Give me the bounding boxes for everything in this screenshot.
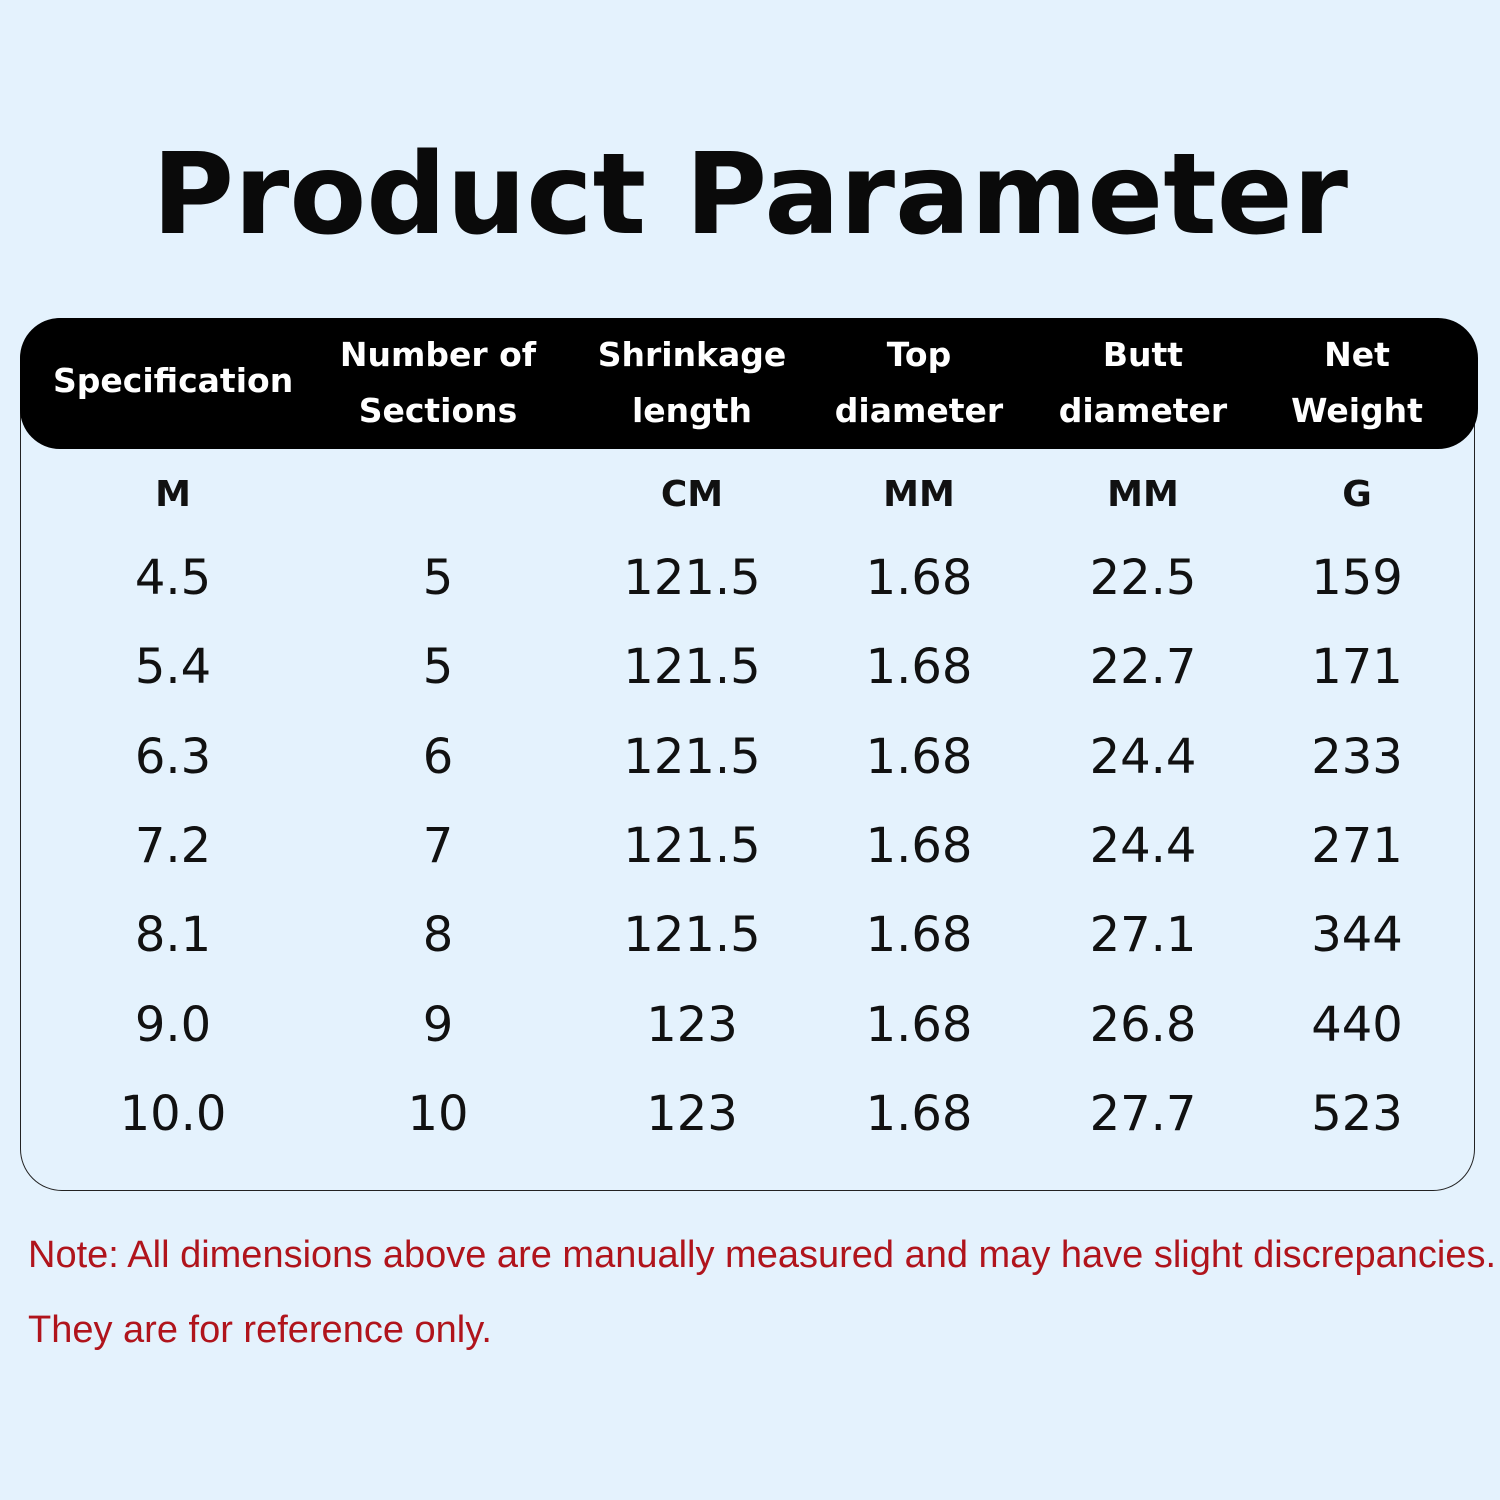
- column-header: diameter: [1058, 391, 1228, 430]
- table-cell: 26.8: [1089, 996, 1197, 1053]
- table-cell: 24.4: [1089, 817, 1197, 874]
- table-cell: 1.68: [865, 1085, 973, 1142]
- table-cell: 5: [422, 550, 454, 606]
- table-cell: 1.68: [865, 639, 973, 696]
- table-cell: 523: [1311, 1085, 1403, 1142]
- table-cell: 6.3: [134, 728, 212, 785]
- table-cell: 159: [1311, 550, 1403, 606]
- note: Note: All dimensions above are manually …: [28, 1234, 1497, 1351]
- table-cell: 123: [646, 1085, 738, 1142]
- table-cell: 22.5: [1089, 550, 1197, 606]
- table-cell: 121.5: [623, 550, 761, 606]
- table-cell: 27.7: [1089, 1085, 1197, 1142]
- table-cell: 121.5: [623, 639, 761, 696]
- table-cell: 10.0: [119, 1085, 227, 1142]
- table-cell: 22.7: [1089, 639, 1197, 696]
- table-cell: 1.68: [865, 550, 973, 606]
- table-cell: 440: [1311, 996, 1403, 1053]
- unit-label: G: [1342, 474, 1372, 515]
- table-cell: 6: [422, 728, 454, 785]
- table-cell: 8: [422, 907, 454, 964]
- unit-label: MM: [1107, 474, 1179, 515]
- title: Product Parameter: [152, 130, 1348, 260]
- table-cell: 1.68: [865, 817, 973, 874]
- unit-label: CM: [660, 474, 724, 515]
- column-header: diameter: [834, 391, 1004, 430]
- table-cell: 121.5: [623, 728, 761, 785]
- table-cell: 8.1: [134, 907, 212, 964]
- column-header: Net: [1324, 335, 1390, 374]
- table-cell: 233: [1311, 728, 1403, 785]
- table-cell: 7.2: [134, 817, 212, 874]
- column-header: Specification: [53, 361, 294, 400]
- column-header: length: [631, 391, 753, 430]
- table-cell: 121.5: [623, 907, 761, 964]
- column-header: Weight: [1291, 391, 1423, 430]
- table-cell: 1.68: [865, 728, 973, 785]
- table-cell: 24.4: [1089, 728, 1197, 785]
- table-cell: 1.68: [865, 996, 973, 1053]
- table-cell: 10: [407, 1085, 469, 1142]
- table-cell: 5.4: [134, 639, 212, 696]
- column-header: Sections: [358, 391, 518, 430]
- table-cell: 121.5: [623, 817, 761, 874]
- table-cell: 271: [1311, 817, 1403, 874]
- table-cell: 9: [422, 996, 454, 1053]
- table-cell: 7: [422, 817, 454, 874]
- unit-label: M: [155, 474, 191, 515]
- column-header: Butt: [1102, 335, 1184, 374]
- column-header: Shrinkage: [597, 335, 787, 374]
- table-cell: 1.68: [865, 907, 973, 964]
- table-cell: 123: [646, 996, 738, 1053]
- table-cell: 344: [1311, 907, 1403, 964]
- table-cell: 5: [422, 639, 454, 696]
- table-cell: 4.5: [134, 550, 212, 606]
- unit-label: MM: [883, 474, 955, 515]
- table-cell: 27.1: [1089, 907, 1197, 964]
- table-cell: 9.0: [134, 996, 212, 1053]
- table-cell: 171: [1311, 639, 1403, 696]
- header-band: [20, 318, 1478, 449]
- column-header: Top: [886, 335, 952, 374]
- column-header: Number of: [339, 335, 537, 374]
